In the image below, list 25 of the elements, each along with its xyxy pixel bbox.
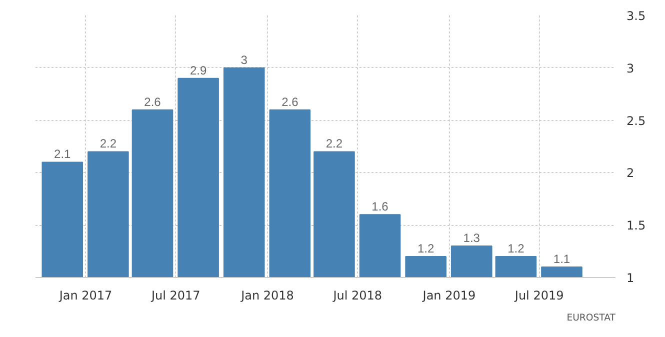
y-tick-label: 1: [626, 271, 634, 285]
data-label: 2.1: [54, 147, 72, 162]
y-tick-label: 3: [626, 61, 634, 76]
data-label: 2.9: [190, 63, 207, 78]
x-tick-label: Jan 2018: [240, 288, 294, 302]
data-label: 2.6: [282, 94, 299, 109]
data-label: 1.2: [508, 242, 525, 256]
x-tick-label: Jul 2019: [514, 288, 564, 302]
data-label: 1.2: [417, 242, 434, 256]
data-label: 1.6: [372, 200, 389, 214]
x-tick-label: Jul 2018: [332, 288, 382, 302]
data-label: 2.2: [326, 136, 343, 151]
x-tick-label: Jul 2017: [150, 288, 200, 302]
data-label: 2.6: [144, 94, 162, 109]
data-label: 2.2: [100, 136, 117, 151]
data-label: 3: [240, 52, 248, 67]
y-tick-label: 2.5: [626, 114, 646, 128]
y-tick-label: 3.5: [626, 9, 646, 23]
data-label: 1.1: [553, 252, 570, 266]
x-tick-label: Jan 2019: [422, 288, 476, 302]
x-tick-label: Jan 2017: [58, 288, 112, 302]
y-tick-label: 1.5: [626, 218, 646, 233]
data-label: 1.3: [463, 231, 480, 246]
text: EUROSTAT: [566, 312, 616, 324]
y-tick-label: 2: [626, 166, 634, 180]
